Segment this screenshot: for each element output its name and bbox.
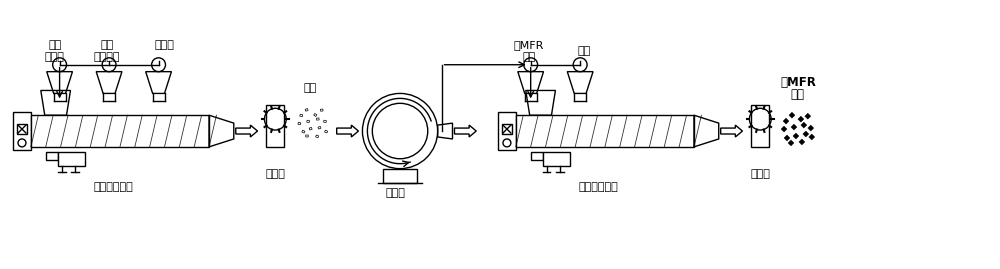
Bar [325,130,328,133]
Text: 双螺杆挤出机: 双螺杆挤出机 [579,182,618,193]
Text: 抗氧剂: 抗氧剂 [155,40,174,50]
Bar [320,109,323,111]
Bar [315,134,318,137]
Bar [309,127,312,130]
Bar [17,124,27,134]
Text: 切粒机: 切粒机 [265,169,285,179]
FancyBboxPatch shape [498,112,516,150]
Polygon shape [454,125,476,137]
Polygon shape [781,126,787,132]
Text: 粒料: 粒料 [303,83,317,93]
Bar [323,119,326,122]
Bar [46,152,58,160]
Bar [502,124,512,134]
Polygon shape [808,125,814,131]
Text: 磨粉机: 磨粉机 [385,189,405,199]
Bar [305,134,308,137]
Text: 均聚: 均聚 [48,40,61,50]
Text: 高MFR: 高MFR [514,40,544,50]
Text: 聚丙烯: 聚丙烯 [45,52,65,62]
Bar [305,109,308,111]
Bar [751,105,769,147]
Bar [266,105,284,147]
FancyBboxPatch shape [13,112,31,150]
Bar [31,115,209,147]
Text: 有机: 有机 [100,40,114,50]
Polygon shape [798,116,804,122]
Bar [313,113,316,115]
Bar [307,120,310,123]
Text: 双螺杆挤出机: 双螺杆挤出机 [94,182,133,193]
Polygon shape [803,131,809,137]
Polygon shape [799,139,805,145]
Polygon shape [337,125,358,137]
Polygon shape [721,125,742,137]
Text: 高MFR: 高MFR [780,76,816,90]
Text: 母粒: 母粒 [791,88,805,101]
Polygon shape [805,113,811,119]
Polygon shape [791,124,797,130]
Polygon shape [789,112,795,118]
Polygon shape [236,125,258,137]
Bar [316,118,319,120]
Bar [297,121,300,124]
Text: 切粒机: 切粒机 [750,169,770,179]
Polygon shape [788,140,794,146]
Bar [301,129,304,132]
Bar [383,169,417,183]
Polygon shape [793,133,799,139]
Polygon shape [784,135,790,141]
Text: 过氧化物: 过氧化物 [94,52,120,62]
Bar [516,115,694,147]
Bar [531,152,543,160]
Text: 炭黑: 炭黑 [577,46,591,56]
Polygon shape [809,134,815,140]
Bar [58,152,85,166]
Text: 粉料: 粉料 [522,52,535,62]
Polygon shape [783,118,789,124]
Bar [319,127,322,130]
Polygon shape [801,122,807,128]
Bar [543,152,570,166]
Bar [299,114,302,116]
